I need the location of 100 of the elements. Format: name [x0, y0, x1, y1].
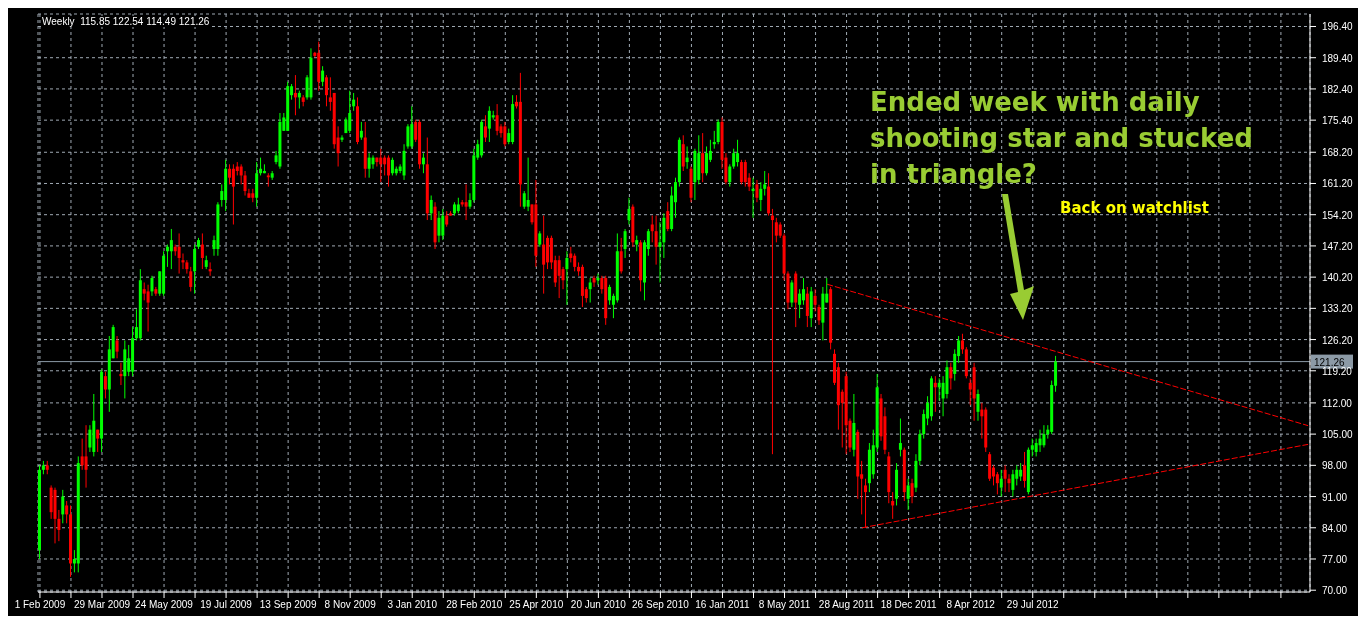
candlestick: [728, 163, 732, 188]
candlestick: [906, 478, 910, 511]
candlestick: [441, 208, 445, 241]
y-tick-label: 196.40: [1322, 21, 1354, 33]
y-tick-label: 140.20: [1322, 272, 1354, 284]
candlestick: [798, 288, 802, 319]
y-tick-label: 98.00: [1322, 460, 1348, 472]
candlestick: [623, 228, 627, 259]
candlestick: [910, 478, 914, 504]
x-tick-label: 28 Feb 2010: [446, 599, 503, 610]
candlestick: [410, 105, 414, 150]
candlestick: [681, 134, 685, 172]
candlestick: [503, 121, 507, 147]
candlestick: [995, 471, 999, 495]
x-tick-label: 1 Feb 2009: [14, 599, 66, 610]
y-tick-label: 91.00: [1322, 491, 1348, 503]
x-tick-label: 8 May 2011: [758, 599, 811, 610]
x-tick-label: 29 Jul 2012: [1006, 599, 1060, 610]
candlestick: [421, 152, 425, 174]
candlestick: [732, 148, 736, 170]
x-tick-label: 20 Jun 2010: [570, 599, 627, 610]
x-tick-label: 28 Aug 2011: [818, 599, 875, 610]
candlestick: [999, 469, 1003, 498]
y-tick-label: 105.00: [1322, 429, 1354, 441]
y-tick-label: 182.40: [1322, 83, 1354, 95]
candlestick: [464, 183, 468, 221]
y-tick-label: 112.00: [1322, 397, 1353, 409]
candlestick: [495, 103, 499, 136]
y-tick-label: 189.40: [1322, 52, 1354, 64]
candlestick: [177, 232, 181, 275]
x-tick-label: 8 Nov 2009: [324, 599, 377, 610]
candlestick: [193, 244, 197, 295]
x-tick-label: 13 Sep 2009: [259, 599, 317, 610]
candlestick: [666, 201, 670, 232]
candlestick: [526, 157, 530, 212]
candlestick: [1011, 469, 1015, 498]
candlestick: [146, 284, 150, 333]
candlestick: [898, 418, 902, 457]
candlestick: [608, 284, 612, 306]
candlestick: [115, 335, 119, 359]
candlestick: [755, 179, 759, 203]
candlestick: [103, 371, 107, 399]
candlestick: [375, 157, 379, 168]
candlestick: [150, 275, 154, 297]
candlestick: [169, 228, 173, 270]
candlestick: [685, 145, 689, 170]
annotation: Ended week with daily shooting star and stucked in triangle?: [870, 86, 1254, 191]
candlestick: [565, 250, 569, 306]
candlestick: [61, 489, 65, 524]
candlestick: [243, 170, 247, 197]
candlestick: [228, 163, 232, 185]
candlestick: [231, 163, 235, 226]
x-tick-label: 26 Sep 2010: [632, 599, 690, 610]
candlestick: [960, 333, 964, 355]
candlestick: [348, 90, 352, 134]
candlestick: [801, 277, 805, 306]
y-tick-label: 119.20: [1322, 365, 1353, 377]
candlestick: [790, 279, 794, 308]
candlestick: [371, 154, 375, 170]
candlestick: [1007, 473, 1011, 493]
x-tick-label: 25 Apr 2010: [509, 599, 564, 610]
chart-title: Weekly 115.85 122.54 114.49 121.26: [42, 16, 210, 27]
candlestick: [437, 210, 441, 243]
candlestick: [933, 375, 937, 413]
candlestick: [80, 438, 84, 471]
candlestick: [165, 244, 169, 268]
candlestick: [739, 159, 743, 185]
candlestick: [619, 237, 623, 275]
candlestick: [770, 208, 774, 455]
candlestick: [654, 215, 658, 266]
annotation: Back on watchlist: [1060, 198, 1210, 218]
y-tick-label: 84.00: [1322, 522, 1348, 534]
y-tick-label: 126.20: [1322, 334, 1354, 346]
ref-line-label: 121.26: [1314, 356, 1346, 368]
candlestick: [736, 139, 740, 168]
candlestick: [84, 424, 88, 489]
candlestick: [266, 172, 270, 188]
candlestick: [937, 377, 941, 402]
y-tick-label: 70.00: [1322, 585, 1348, 597]
x-tick-label: 3 Jan 2010: [387, 599, 438, 610]
candlestick: [774, 217, 778, 243]
candlestick: [743, 159, 747, 188]
candlestick: [321, 65, 325, 87]
candlestick: [592, 275, 596, 288]
candlestick: [383, 154, 387, 176]
candlestick: [891, 491, 895, 520]
candlestick: [705, 145, 709, 176]
candlestick: [716, 119, 720, 145]
candlestick: [1003, 464, 1007, 493]
candlestick: [1023, 451, 1027, 489]
candlestick: [88, 424, 92, 453]
x-tick-label: 18 Dec 2011: [880, 599, 938, 610]
candlestick: [1042, 424, 1046, 448]
y-tick-label: 175.40: [1322, 115, 1354, 127]
candlestick: [627, 197, 631, 226]
x-tick-label: 8 Apr 2012: [946, 599, 996, 610]
candlestick: [658, 221, 662, 283]
candlestick: [763, 170, 767, 197]
candlestick: [1038, 429, 1042, 453]
x-tick-label: 29 Mar 2009: [73, 599, 131, 610]
